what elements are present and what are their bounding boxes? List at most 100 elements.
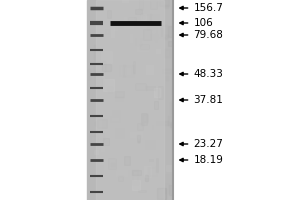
Bar — [118, 148, 125, 159]
Bar — [171, 124, 179, 129]
Bar — [171, 0, 180, 5]
Bar — [94, 61, 105, 74]
Bar — [115, 97, 123, 101]
Bar — [96, 0, 164, 200]
Bar — [154, 101, 158, 109]
Bar — [101, 51, 112, 63]
Bar — [150, 0, 158, 9]
Bar — [98, 119, 101, 133]
Text: 18.19: 18.19 — [194, 155, 224, 165]
Bar — [130, 34, 132, 42]
Bar — [135, 83, 146, 90]
Bar — [102, 64, 111, 71]
Bar — [149, 159, 153, 161]
Bar — [90, 135, 98, 143]
Bar — [168, 41, 178, 46]
Bar — [111, 27, 114, 37]
Bar — [148, 167, 158, 176]
Bar — [127, 194, 129, 198]
Bar — [130, 132, 142, 137]
Bar — [111, 178, 122, 191]
Bar — [166, 76, 168, 80]
Bar — [137, 140, 139, 143]
Bar — [137, 123, 143, 130]
Bar — [161, 1, 171, 6]
Bar — [137, 44, 148, 51]
Bar — [124, 17, 133, 28]
Bar — [94, 45, 96, 59]
Bar — [105, 29, 109, 34]
Bar — [156, 121, 168, 125]
Bar — [124, 92, 125, 95]
Bar — [103, 79, 115, 91]
Bar — [97, 119, 108, 132]
Bar — [108, 158, 116, 169]
Bar — [100, 165, 103, 174]
Bar — [141, 14, 151, 22]
Bar — [167, 117, 177, 130]
Bar — [151, 123, 159, 135]
Bar — [118, 65, 125, 76]
Text: 37.81: 37.81 — [194, 95, 224, 105]
Bar — [146, 86, 154, 90]
Bar — [144, 166, 152, 177]
Bar — [140, 44, 149, 49]
Bar — [154, 34, 157, 42]
Bar — [96, 66, 98, 76]
Bar — [142, 29, 152, 40]
Bar — [161, 69, 171, 73]
Bar — [150, 14, 159, 25]
Bar — [95, 132, 104, 139]
Bar — [152, 55, 156, 66]
Bar — [137, 190, 146, 192]
Bar — [95, 6, 100, 19]
Text: 106: 106 — [194, 18, 213, 28]
Bar — [160, 28, 162, 36]
Bar — [115, 128, 124, 138]
Bar — [137, 135, 140, 142]
Bar — [108, 87, 112, 93]
Bar — [115, 145, 118, 158]
Bar — [146, 65, 153, 74]
Bar — [111, 163, 114, 166]
Bar — [125, 68, 130, 74]
Bar — [159, 0, 169, 6]
Bar — [172, 0, 300, 200]
Bar — [165, 183, 169, 193]
Bar — [102, 65, 104, 78]
Bar — [88, 69, 90, 79]
Bar — [145, 140, 155, 149]
Bar — [0, 0, 87, 200]
Bar — [154, 88, 160, 97]
Bar — [169, 5, 180, 12]
Bar — [154, 20, 162, 23]
Bar — [152, 125, 153, 129]
Bar — [164, 5, 168, 8]
Bar — [132, 180, 140, 190]
Bar — [101, 145, 104, 151]
Bar — [164, 35, 169, 39]
Bar — [169, 185, 180, 195]
Bar — [156, 158, 158, 172]
Text: 79.68: 79.68 — [194, 30, 224, 40]
Text: 23.27: 23.27 — [194, 139, 224, 149]
Bar — [110, 116, 120, 122]
Bar — [172, 86, 174, 94]
Bar — [98, 107, 102, 114]
Bar — [164, 49, 170, 57]
Bar — [161, 175, 171, 189]
Bar — [157, 188, 166, 199]
Bar — [141, 14, 146, 20]
Bar — [169, 142, 171, 155]
Bar — [156, 25, 167, 38]
Bar — [97, 119, 107, 128]
Bar — [142, 177, 144, 186]
Bar — [166, 165, 173, 171]
Bar — [135, 9, 142, 14]
Bar — [169, 102, 181, 114]
Bar — [147, 26, 154, 29]
Bar — [134, 32, 142, 37]
Bar — [132, 170, 141, 175]
Bar — [94, 150, 98, 154]
Text: 156.7: 156.7 — [194, 3, 224, 13]
